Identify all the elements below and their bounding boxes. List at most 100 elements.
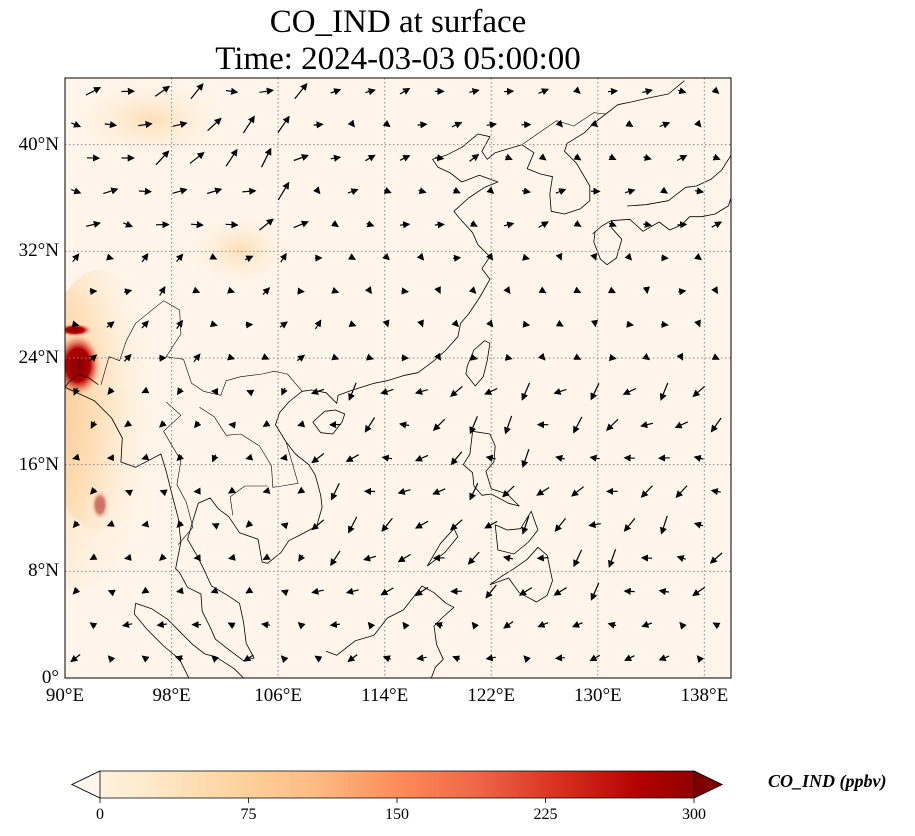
wind-arrow-183 [504, 353, 513, 361]
wind-arrow-234 [279, 252, 287, 263]
wind-arrow-182 [470, 353, 478, 361]
wind-arrow-23 [227, 622, 236, 630]
wind-arrow-32 [537, 621, 549, 628]
wind-arrow-175 [227, 353, 236, 361]
wind-arrow-52 [553, 587, 567, 596]
coastlines [65, 80, 731, 678]
wind-arrow-43 [245, 586, 254, 594]
wind-arrow-238 [416, 252, 425, 261]
wind-arrow-198 [348, 320, 357, 327]
wind-arrow-240 [486, 252, 494, 261]
wind-arrow-203 [522, 320, 531, 328]
map-background [65, 78, 731, 678]
colorbar-tick-label: 300 [682, 806, 706, 823]
wind-arrow-307 [172, 120, 188, 128]
coast-borneo [325, 585, 455, 678]
concentration-field [65, 78, 731, 678]
wind-arrow-252 [259, 218, 274, 231]
coast-luzon [462, 430, 520, 507]
wind-arrow-151 [710, 417, 722, 433]
wind-arrow-120 [279, 453, 288, 461]
wind-arrow-24 [261, 621, 271, 629]
wind-arrow-227 [711, 286, 719, 295]
wind-arrow-58 [124, 553, 132, 561]
wind-arrow-338 [607, 87, 619, 96]
y-tick-label: 16°N [18, 453, 59, 475]
wind-arrow-211 [158, 285, 166, 296]
wind-arrow-216 [331, 286, 340, 294]
wind-arrow-96 [124, 489, 134, 497]
wind-arrow-341 [711, 86, 720, 94]
wind-arrow-17 [658, 654, 670, 661]
y-tick-label: 8°N [28, 560, 59, 582]
wind-arrow-114 [72, 453, 80, 461]
wind-arrow-189 [711, 353, 720, 360]
wind-arrow-81 [245, 520, 254, 528]
wind-arrow-66 [397, 553, 411, 563]
wind-arrow-111 [640, 485, 653, 498]
wind-arrow-314 [417, 121, 428, 129]
colorbar-extend-min [71, 770, 101, 799]
wind-arrow-334 [469, 88, 480, 96]
wind-arrow-236 [348, 253, 357, 260]
wind-arrow-251 [225, 221, 239, 229]
wind-arrow-76 [72, 520, 81, 529]
wind-arrow-42 [210, 586, 219, 594]
wind-arrow-176 [261, 353, 270, 360]
wind-arrow-55 [658, 588, 670, 596]
wind-arrow-170 [692, 385, 706, 398]
map-frame [64, 77, 732, 679]
wind-arrow-63 [298, 553, 306, 562]
wind-arrow-266 [70, 187, 82, 195]
wind-arrow-206 [626, 320, 634, 328]
wind-arrow-261 [573, 220, 582, 227]
wind-arrow-33 [571, 621, 583, 628]
x-tick-label: 98°E [152, 685, 191, 706]
wind-arrow-288 [189, 151, 205, 164]
wind-arrow-0 [70, 654, 81, 663]
wind-arrow-34 [607, 621, 617, 629]
wind-arrow-10 [416, 654, 427, 662]
wind-arrow-12 [485, 654, 496, 662]
wind-arrow-274 [347, 188, 359, 196]
wind-arrow-70 [536, 554, 549, 562]
wind-arrow-222 [538, 286, 547, 294]
wind-arrow-91 [588, 521, 601, 529]
wind-arrow-39 [107, 589, 116, 597]
wind-arrow-41 [176, 587, 184, 595]
wind-arrow-160 [348, 382, 357, 401]
coast-visayas [494, 510, 539, 555]
wind-arrow-306 [138, 121, 153, 129]
wind-arrow-248 [123, 220, 134, 228]
wind-arrow-93 [659, 515, 668, 535]
wind-arrow-133 [90, 420, 98, 429]
wind-arrow-126 [485, 454, 496, 462]
wind-arrow-327 [225, 87, 239, 95]
colorbar-tick-label: 225 [533, 806, 558, 823]
wind-arrow-40 [141, 586, 150, 594]
wind-arrow-50 [485, 584, 497, 599]
wind-arrow-117 [176, 453, 185, 462]
wind-arrow-1 [107, 655, 116, 663]
wind-arrow-16 [624, 654, 635, 661]
wind-arrow-138 [262, 420, 271, 427]
wind-arrow-299 [573, 153, 582, 161]
wind-arrow-89 [521, 515, 530, 535]
wind-arrow-101 [297, 486, 306, 494]
border-india-myanmar [100, 300, 164, 385]
wind-arrow-215 [297, 287, 305, 295]
wind-arrow-228 [72, 253, 80, 263]
wind-arrow-100 [262, 486, 271, 494]
wind-arrow-6 [280, 655, 289, 663]
wind-arrow-293 [365, 154, 376, 162]
wind-arrow-56 [692, 586, 706, 597]
wind-arrow-199 [382, 319, 390, 328]
wind-arrow-108 [536, 486, 550, 496]
wind-arrow-3 [174, 655, 184, 663]
wind-arrow-194 [209, 320, 218, 328]
wind-arrow-5 [243, 654, 254, 662]
colorbar-gradient [71, 770, 723, 799]
wind-arrow-329 [294, 82, 308, 100]
wind-arrow-223 [573, 286, 582, 294]
wind-arrow-25 [297, 622, 306, 630]
